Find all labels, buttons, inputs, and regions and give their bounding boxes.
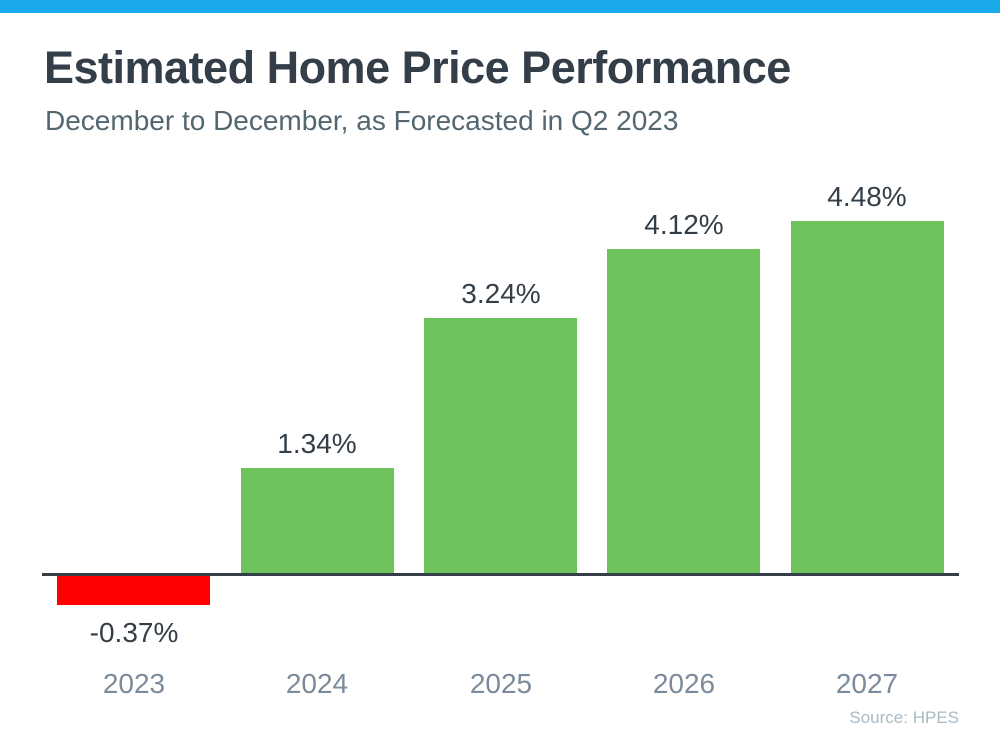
x-axis-label-2025: 2025: [469, 668, 533, 699]
chart-title: Estimated Home Price Performance: [44, 42, 791, 93]
x-axis-line: [42, 573, 959, 576]
bar-value-label-2026: 4.12%: [644, 209, 724, 240]
bar-2026: [607, 249, 760, 573]
x-axis-label-2023: 2023: [102, 668, 166, 699]
bar-value-label-2024: 1.34%: [277, 428, 357, 459]
chart-subtitle: December to December, as Forecasted in Q…: [45, 105, 679, 136]
bar-2025: [424, 318, 577, 573]
bar-value-label-2023: -0.37%: [89, 617, 179, 648]
bar-2027: [791, 221, 944, 573]
bar-2023: [57, 576, 210, 605]
top-accent-bar: [0, 0, 1000, 13]
x-axis-label-2024: 2024: [285, 668, 349, 699]
x-axis-label-2027: 2027: [835, 668, 899, 699]
bar-value-label-2025: 3.24%: [461, 278, 541, 309]
bar-chart-plot-area: -0.37% 2023 1.34% 2024 3.24% 2025 4.12% 2026 4.4…: [42, 160, 959, 720]
bar-2024: [241, 468, 394, 573]
source-note: Source: HPES: [849, 708, 959, 727]
bar-value-label-2027: 4.48%: [827, 181, 907, 212]
x-axis-label-2026: 2026: [652, 668, 716, 699]
